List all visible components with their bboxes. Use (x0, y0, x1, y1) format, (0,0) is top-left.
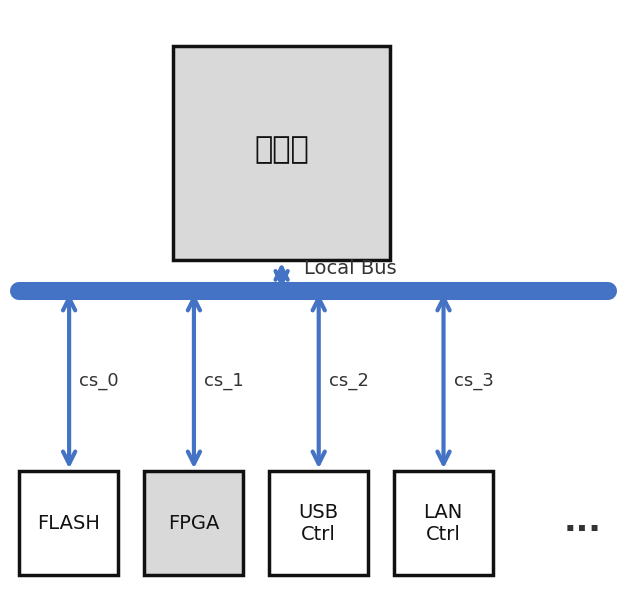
Text: FLASH: FLASH (37, 513, 100, 533)
Text: FPGA: FPGA (168, 513, 220, 533)
Text: Local Bus: Local Bus (304, 259, 397, 278)
Text: cs_1: cs_1 (204, 372, 244, 390)
Bar (19, 471, 118, 575)
Bar (173, 46, 390, 260)
Text: LAN
Ctrl: LAN Ctrl (424, 503, 463, 543)
Text: ...: ... (563, 505, 602, 538)
Text: USB
Ctrl: USB Ctrl (298, 503, 339, 543)
Bar (394, 471, 493, 575)
Text: cs_2: cs_2 (329, 372, 369, 390)
Text: 处理器: 处理器 (254, 135, 309, 165)
Bar (144, 471, 243, 575)
Bar (269, 471, 368, 575)
Text: cs_3: cs_3 (454, 372, 493, 390)
Text: cs_0: cs_0 (79, 372, 119, 390)
